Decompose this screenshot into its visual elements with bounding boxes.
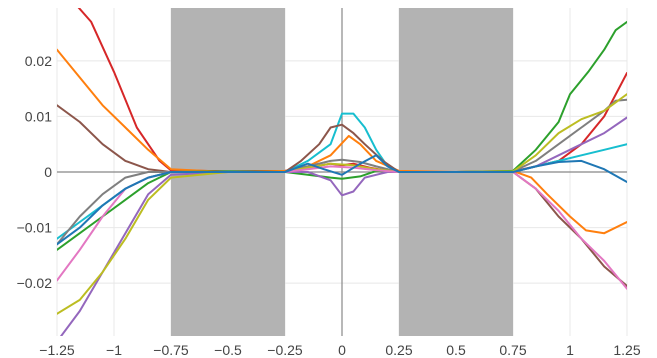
y-tick-label: 0: [44, 164, 52, 180]
x-axis-tick-labels: −1.25 −1 −0.75 −0.5 −0.25 0 0.25 0.5 0.75 1 1.25: [39, 342, 641, 358]
x-tick-label: −1: [106, 342, 122, 358]
series-line-5: [57, 104, 627, 287]
x-tick-label: −0.75: [153, 342, 189, 358]
series-line-3: [57, 48, 627, 235]
series-line-6: [59, 116, 627, 336]
x-tick-label: 0: [338, 342, 346, 358]
x-tick-label: 1: [566, 342, 574, 358]
y-tick-label: 0.01: [25, 108, 52, 124]
series-line-8: [57, 93, 627, 315]
series-line-4: [57, 20, 627, 251]
y-tick-label: 0.02: [25, 53, 52, 69]
x-tick-label: 0.25: [385, 342, 412, 358]
series-line-10: [57, 154, 627, 246]
x-tick-label: −0.25: [267, 342, 303, 358]
zero-lines: [57, 8, 627, 336]
x-tick-label: −1.25: [39, 342, 75, 358]
y-axis-tick-labels: 0.02 0.01 0 −0.01 −0.02: [17, 53, 53, 291]
y-tick-label: −0.02: [17, 275, 53, 291]
x-tick-label: 0.75: [499, 342, 526, 358]
series-line-7: [57, 98, 627, 246]
series-lines: [57, 8, 627, 336]
x-tick-label: −0.5: [214, 342, 242, 358]
y-tick-label: −0.01: [17, 220, 53, 236]
x-tick-label: 0.5: [446, 342, 466, 358]
x-tick-label: 1.25: [613, 342, 640, 358]
